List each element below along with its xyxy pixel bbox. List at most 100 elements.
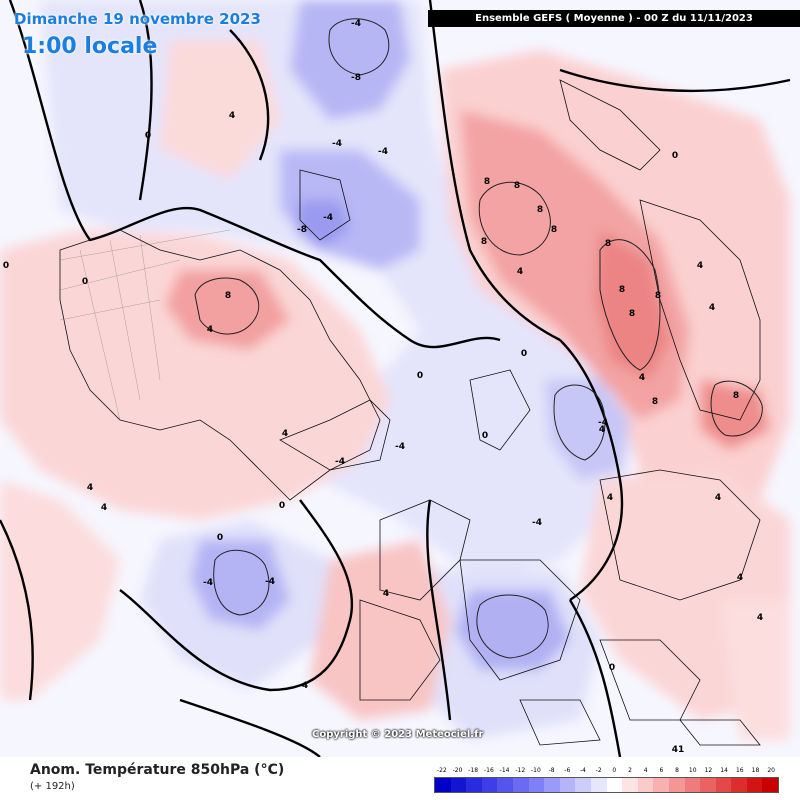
contour-label: 4 [697, 261, 703, 271]
legend-tick-label: 4 [643, 767, 648, 774]
ensemble-banner: Ensemble GEFS ( Moyenne ) - 00 Z du 11/1… [428, 10, 800, 27]
contour-label: 4 [599, 425, 605, 435]
contour-label: 4 [737, 573, 743, 583]
legend-tick-label: -16 [483, 767, 494, 774]
contour-label: 4 [639, 373, 645, 383]
contour-label: 0 [82, 277, 88, 287]
legend-tick-label: -12 [515, 767, 526, 774]
legend-color-swatch [606, 778, 623, 792]
legend-tick-label: -8 [548, 767, 555, 774]
legend-tick-label: 0 [612, 767, 617, 774]
legend-tick-label: 8 [675, 767, 679, 774]
contour-label: 8 [733, 391, 739, 401]
legend-color-swatch [700, 778, 716, 792]
contour-label: 8 [225, 291, 231, 301]
contour-label: 0 [3, 261, 9, 271]
legend-tick-label: -18 [468, 767, 479, 774]
contour-label: 8 [484, 177, 490, 187]
contour-label: 4 [229, 111, 235, 121]
contour-label: 8 [514, 181, 520, 191]
contour-label: -4 [203, 578, 213, 588]
contour-label: 4 [282, 429, 288, 439]
anomaly-map: 0 0 0 0 0 0 0 0 0 0 4 4 4 4 4 4 4 4 4 4 … [0, 0, 800, 757]
legend-color-swatch [528, 778, 545, 792]
legend-color-swatch [450, 778, 467, 792]
color-scale-legend: -22 -20 -18 -16 -14 -12 -10 -8 -6 -4 -2 0 2 4 6 8 10 12 14… [434, 767, 779, 793]
contour-label: -4 [323, 213, 333, 223]
contour-label: -4 [335, 457, 345, 467]
parameter-title: Anom. Température 850hPa (°C) [30, 762, 285, 778]
legend-tick-label: 6 [659, 767, 664, 774]
legend-color-swatch [575, 778, 591, 792]
legend-color-swatch [435, 778, 451, 792]
legend-color-swatch [684, 778, 701, 792]
country-outlines [59, 79, 761, 746]
contour-label: 0 [482, 431, 488, 441]
contour-label: 8 [551, 225, 557, 235]
contour-label: -4 [265, 577, 275, 587]
contour-label: 8 [619, 285, 625, 295]
contour-label: 4 [383, 589, 389, 599]
contour-label: 4 [517, 267, 523, 277]
contour-label: -8 [351, 73, 361, 83]
legend-color-swatch [762, 778, 779, 792]
legend-tick-label: 18 [751, 767, 760, 774]
legend-color-swatch [715, 778, 732, 792]
contour-label: 8 [629, 309, 635, 319]
legend-color-swatch [622, 778, 638, 792]
legend-tick-label: 14 [720, 767, 728, 774]
legend-tick-label: -10 [531, 767, 541, 774]
contour-label: 0 [279, 501, 285, 511]
contour-label: 8 [481, 237, 487, 247]
legend-tick-label: -6 [564, 767, 571, 774]
legend-tick-label: 16 [735, 767, 744, 774]
legend-color-swatch [637, 778, 654, 792]
thick-boundaries [0, 0, 791, 757]
graticule [59, 229, 231, 421]
contour-labels: 0 0 0 0 0 0 0 0 0 0 4 4 4 4 4 4 4 4 4 4 … [3, 19, 763, 755]
contour-label: 4 [302, 681, 308, 691]
legend-colorbar [434, 777, 779, 793]
contour-label: -4 [351, 19, 361, 29]
legend-tick-label: 20 [767, 767, 775, 774]
legend-tick-label: -22 [436, 767, 447, 774]
contour-label: 4 [757, 613, 763, 623]
contour-label: -4 [378, 147, 388, 157]
forecast-local-time: 1:00 locale [22, 34, 158, 59]
legend-tick-label: -14 [499, 767, 510, 774]
contour-label: 0 [145, 131, 151, 141]
lead-time: (+ 192h) [30, 781, 75, 792]
contour-label: -8 [297, 225, 307, 235]
contour-label: -4 [532, 518, 542, 528]
legend-color-swatch [590, 778, 607, 792]
legend-color-swatch [559, 778, 576, 792]
contour-label: 0 [217, 533, 223, 543]
legend-color-swatch [668, 778, 685, 792]
legend-color-swatch [653, 778, 669, 792]
contour-label: 0 [609, 663, 615, 673]
legend-color-swatch [544, 778, 560, 792]
contour-label: 0 [672, 151, 678, 161]
contour-label: 4 [709, 303, 715, 313]
contour-lines [194, 18, 763, 659]
legend-color-swatch [746, 778, 763, 792]
legend-tick-label: 10 [688, 767, 697, 774]
contour-label: 8 [652, 397, 658, 407]
legend-color-swatch [481, 778, 498, 792]
anomaly-shading [0, 0, 790, 740]
contour-label: 0 [521, 349, 527, 359]
contour-label: 8 [537, 205, 543, 215]
legend-tick-label: 2 [628, 767, 632, 774]
legend-tick-label: -20 [452, 767, 463, 774]
legend-color-swatch [497, 778, 513, 792]
contour-label: -4 [395, 442, 405, 452]
contour-label: 4 [715, 493, 721, 503]
legend-color-swatch [731, 778, 747, 792]
copyright-text: Copyright © 2023 Meteociel.fr [312, 729, 484, 740]
legend-ticks: -22 -20 -18 -16 -14 -12 -10 -8 -6 -4 -2 0 2 4 6 8 10 12 14… [434, 767, 779, 777]
forecast-date: Dimanche 19 novembre 2023 [14, 10, 261, 28]
contour-label: 8 [655, 291, 661, 301]
contour-label: 4 [607, 493, 613, 503]
legend-tick-label: 12 [704, 767, 713, 774]
contour-label: 0 [417, 371, 423, 381]
